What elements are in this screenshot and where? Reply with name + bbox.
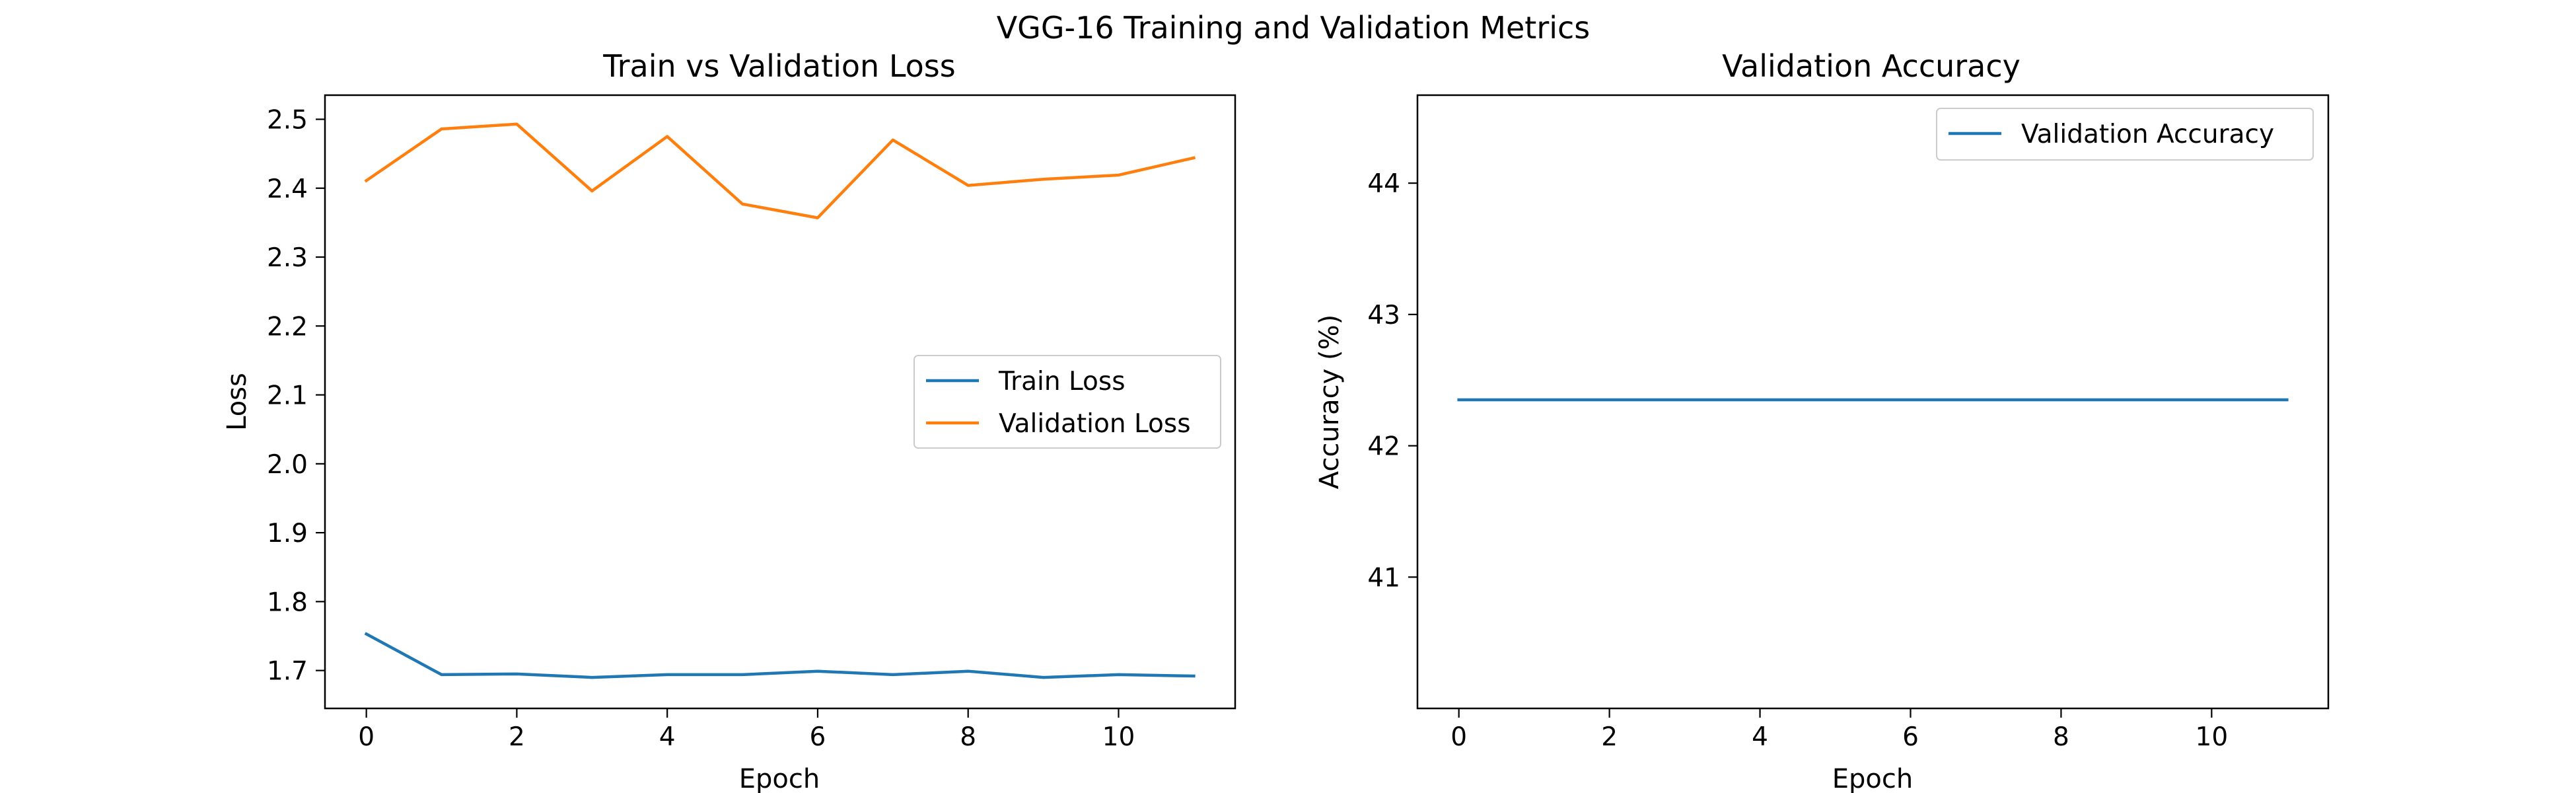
loss-chart-ytick-label: 2.4: [267, 174, 308, 204]
figure-suptitle: VGG-16 Training and Validation Metrics: [997, 10, 1591, 46]
accuracy-chart-xtick-label: 8: [2053, 722, 2069, 752]
loss-chart-ytick-label: 2.3: [267, 243, 308, 273]
loss-chart-ytick-label: 2.1: [267, 381, 308, 411]
loss-chart: Train vs Validation Loss 0 2 4 6 8 10 1.7 1.8 1.…: [222, 48, 1236, 793]
loss-chart-legend-label: Train Loss: [998, 367, 1126, 397]
loss-chart-xtick-label: 10: [1102, 722, 1135, 752]
loss-chart-ytick-label: 2.5: [267, 105, 308, 135]
loss-chart-frame: [324, 94, 1236, 710]
loss-chart-xlabel: Epoch: [739, 764, 820, 793]
loss-chart-legend: Train Loss Validation Loss: [913, 355, 1221, 449]
accuracy-chart-xtick-label: 0: [1450, 722, 1467, 752]
loss-chart-legend-label: Validation Loss: [999, 409, 1191, 439]
loss-chart-ytick-label: 1.9: [267, 519, 308, 548]
accuracy-chart-ylabel: Accuracy (%): [1314, 315, 1345, 490]
accuracy-chart-ytick-label: 44: [1367, 169, 1400, 199]
loss-chart-xtick-label: 4: [659, 722, 676, 752]
accuracy-chart-ytick-label: 43: [1367, 301, 1400, 330]
loss-chart-ytick-label: 2.0: [267, 450, 308, 480]
loss-chart-ylabel: Loss: [222, 373, 252, 431]
accuracy-chart-xtick-label: 2: [1601, 722, 1618, 752]
accuracy-chart-frame: [1416, 94, 2330, 710]
accuracy-chart: Validation Accuracy 0 2 4 6 8 10 41 42 43 44 Valid…: [1314, 48, 2330, 793]
accuracy-chart-title: Validation Accuracy: [1722, 48, 2021, 84]
accuracy-chart-legend-label: Validation Accuracy: [2021, 120, 2274, 149]
loss-chart-ytick-label: 2.2: [267, 312, 308, 342]
accuracy-chart-xtick-label: 4: [1752, 722, 1768, 752]
loss-chart-xtick-label: 2: [509, 722, 525, 752]
accuracy-chart-ytick-label: 42: [1367, 432, 1400, 462]
loss-chart-series-validation-loss: [364, 122, 1196, 219]
loss-chart-xtick-label: 8: [960, 722, 976, 752]
loss-chart-title: Train vs Validation Loss: [602, 48, 955, 84]
loss-chart-legend-box: [913, 355, 1221, 449]
loss-chart-xtick-label: 0: [358, 722, 375, 752]
accuracy-chart-ytick-label: 41: [1367, 563, 1400, 593]
accuracy-chart-legend-box: [1936, 108, 2314, 161]
loss-chart-ytick-label: 1.7: [267, 657, 308, 687]
loss-chart-xtick-label: 6: [810, 722, 826, 752]
accuracy-chart-xtick-label: 10: [2196, 722, 2229, 752]
accuracy-chart-legend: Validation Accuracy: [1936, 108, 2314, 161]
loss-chart-ytick-label: 1.8: [267, 587, 308, 617]
accuracy-chart-xlabel: Epoch: [1832, 764, 1913, 793]
loss-chart-series-train-loss: [364, 632, 1196, 679]
accuracy-chart-xtick-label: 6: [1902, 722, 1919, 752]
